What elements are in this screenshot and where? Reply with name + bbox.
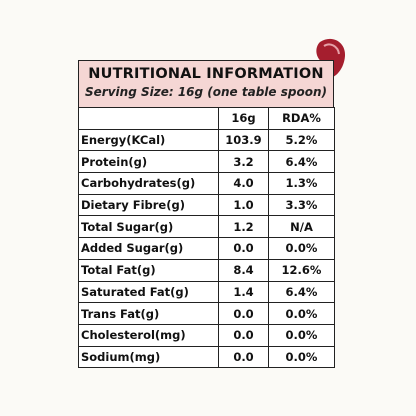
value-cell: 12.6% (268, 258, 335, 282)
value-cell: 0.0% (268, 345, 335, 369)
header-row: 16g RDA% (78, 107, 335, 130)
value-cell: 3.3% (268, 193, 335, 217)
row: Carbohydrates(g) 4.0 1.3% (78, 172, 335, 195)
value-cell: 0.0 (218, 302, 269, 325)
value-cell: N/A (268, 215, 335, 239)
value-cell: 0.0% (268, 302, 335, 325)
value-cell: 1.0 (218, 193, 269, 217)
row: Saturated Fat(g) 1.4 6.4% (78, 280, 335, 304)
value-cell: 1.3% (268, 172, 335, 195)
value-cell: 6.4% (268, 150, 335, 174)
nutrition-card: NUTRITIONAL INFORMATION Serving Size: 16… (78, 60, 335, 369)
subtitle: Serving Size: 16g (one table spoon) (85, 85, 327, 99)
value-cell: 8.4 (218, 258, 269, 282)
row: Sodium(mg) 0.0 0.0% (78, 345, 335, 369)
label-cell: Protein(g) (78, 150, 219, 174)
value-cell: 4.0 (218, 172, 269, 195)
value-cell: 0.0 (218, 237, 269, 260)
row: Total Fat(g) 8.4 12.6% (78, 258, 335, 282)
title: NUTRITIONAL INFORMATION (88, 66, 324, 82)
label-cell: Dietary Fibre(g) (78, 193, 219, 217)
value-cell: 3.2 (218, 150, 269, 174)
row: Energy(KCal) 103.9 5.2% (78, 128, 335, 152)
label-cell: Energy(KCal) (78, 128, 219, 152)
nutrition-table: 16g RDA% Energy(KCal) 103.9 5.2% Protein(g) 3.… (78, 107, 335, 369)
label-cell: Carbohydrates(g) (78, 172, 219, 195)
label-cell: Sodium(mg) (78, 345, 219, 369)
value-cell: 0.0 (218, 345, 269, 369)
value-cell: 0.0% (268, 323, 335, 347)
value-cell: 5.2% (268, 128, 335, 152)
value-cell: 1.4 (218, 280, 269, 304)
column-header: 16g (218, 107, 269, 130)
column-header (78, 107, 219, 130)
row: Dietary Fibre(g) 1.0 3.3% (78, 193, 335, 217)
header: NUTRITIONAL INFORMATION Serving Size: 16… (78, 60, 334, 107)
label-cell: Added Sugar(g) (78, 237, 219, 260)
value-cell: 1.2 (218, 215, 269, 239)
label-cell: Trans Fat(g) (78, 302, 219, 325)
label-cell: Saturated Fat(g) (78, 280, 219, 304)
label-cell: Cholesterol(mg) (78, 323, 219, 347)
column-header: RDA% (268, 107, 335, 130)
label-cell: Total Fat(g) (78, 258, 219, 282)
value-cell: 0.0% (268, 237, 335, 260)
row: Cholesterol(mg) 0.0 0.0% (78, 323, 335, 347)
label-cell: Total Sugar(g) (78, 215, 219, 239)
row: Added Sugar(g) 0.0 0.0% (78, 237, 335, 260)
row: Protein(g) 3.2 6.4% (78, 150, 335, 174)
row: Trans Fat(g) 0.0 0.0% (78, 302, 335, 325)
value-cell: 0.0 (218, 323, 269, 347)
value-cell: 103.9 (218, 128, 269, 152)
value-cell: 6.4% (268, 280, 335, 304)
row: Total Sugar(g) 1.2 N/A (78, 215, 335, 239)
